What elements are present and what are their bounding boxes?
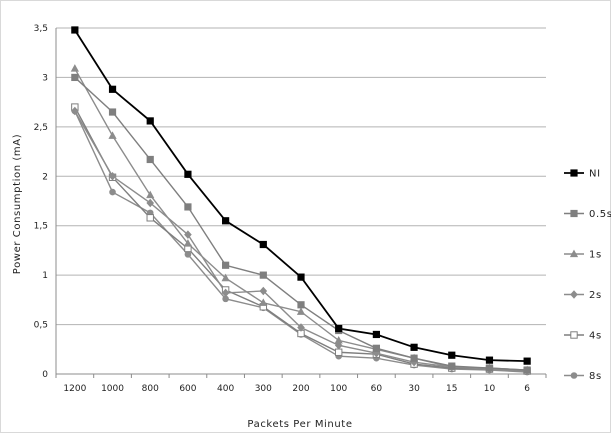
x-tick-label: 400 [217, 384, 234, 394]
data-point-ni [71, 26, 79, 34]
data-point-0-5s [485, 364, 494, 372]
data-point-8s [109, 188, 116, 196]
x-tick-label: 15 [446, 384, 457, 394]
data-point-1s [334, 335, 343, 344]
data-point-ni [108, 85, 117, 93]
data-point-1s [259, 298, 268, 306]
legend-marker-1s [569, 249, 579, 258]
legend: NI 0.5s 1s 2s 4s 8s [564, 169, 611, 382]
data-point-8s [184, 251, 192, 258]
y-tick-label: 0,5 [34, 321, 48, 331]
data-point-0-5s [222, 261, 230, 269]
data-point-ni [448, 351, 456, 359]
x-tick-label: 10 [484, 384, 496, 394]
data-point-1s [221, 273, 230, 282]
data-point-ni [372, 330, 380, 339]
data-point-4s [146, 214, 154, 222]
data-point-2s [184, 230, 192, 239]
legend-label-4s: 4s [589, 331, 602, 342]
data-point-ni [222, 217, 230, 225]
x-tick-label: 800 [142, 384, 159, 394]
legend-marker-ni [570, 169, 578, 177]
series-lines [74, 29, 528, 373]
x-tick-label: 100 [330, 384, 347, 394]
data-point-0-5s [71, 73, 79, 82]
data-point-1s [296, 307, 306, 315]
legend-label-0-5s: 0.5s [589, 209, 611, 220]
legend-label-ni: NI [589, 169, 601, 180]
data-point-0-5s [259, 271, 267, 279]
x-tick-label: 300 [255, 384, 272, 394]
x-tick-label: 6 [524, 384, 530, 394]
data-point-ni [410, 343, 418, 351]
data-point-0-5s [523, 366, 531, 374]
data-point-ni [523, 357, 531, 365]
x-tick-label: 1200 [63, 384, 86, 394]
x-tick-label: 1000 [101, 384, 124, 394]
data-point-1s [70, 64, 79, 72]
data-point-ni [259, 240, 267, 249]
data-point-0-5s [108, 108, 117, 116]
data-point-2s [146, 198, 155, 208]
data-point-2s [221, 288, 230, 298]
data-point-4s [334, 348, 343, 356]
legend-label-2s: 2s [589, 290, 602, 301]
data-point-1s [146, 190, 155, 199]
data-point-ni [184, 170, 192, 178]
data-point-2s [71, 106, 79, 116]
legend-marker-8s [570, 372, 578, 379]
y-tick-label: 1,5 [34, 222, 48, 232]
legend-marker-2s [570, 290, 578, 299]
data-point-0-5s [372, 344, 380, 352]
x-tick-label: 60 [371, 384, 383, 394]
axes: 0 0,5 1 1,5 2 2,5 3 3,5 1200 1000 800 600 400 300 200 1… [34, 24, 547, 394]
data-point-0-5s [410, 354, 418, 362]
x-axis-title: Packets Per Minute [247, 419, 352, 430]
data-point-ni [146, 117, 154, 125]
x-tick-label: 600 [179, 384, 196, 394]
y-tick-label: 1 [42, 271, 48, 281]
data-point-1s [183, 239, 193, 247]
y-tick-label: 2 [42, 172, 48, 182]
y-tick-label: 3 [42, 73, 48, 83]
data-point-2s [297, 323, 305, 332]
data-point-ni [335, 324, 343, 333]
legend-marker-4s [570, 331, 578, 339]
y-tick-label: 2,5 [34, 123, 48, 133]
data-point-2s [108, 172, 117, 181]
data-point-0-5s [184, 203, 192, 211]
data-point-ni [485, 356, 494, 364]
data-point-2s [259, 286, 268, 296]
y-tick-label: 3,5 [34, 24, 48, 34]
x-tick-label: 30 [408, 384, 420, 394]
data-point-0-5s [448, 362, 456, 370]
x-tick-label: 200 [292, 384, 309, 394]
legend-marker-0-5s [570, 209, 578, 218]
y-axis-title: Power Consumption (mA) [12, 134, 23, 274]
data-point-0-5s [146, 155, 154, 164]
legend-label-1s: 1s [589, 250, 602, 261]
data-point-0-5s [297, 301, 305, 309]
y-tick-label: 0 [42, 370, 48, 380]
legend-label-8s: 8s [589, 371, 602, 382]
data-point-1s [108, 131, 117, 139]
series-markers [70, 26, 532, 376]
data-point-ni [297, 273, 305, 281]
